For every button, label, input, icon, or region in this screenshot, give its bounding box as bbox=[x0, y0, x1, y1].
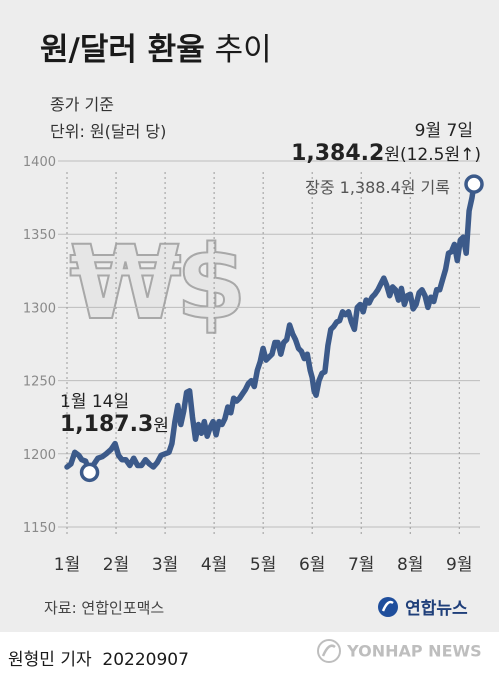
byline: 원형민 기자 20220907 bbox=[8, 650, 189, 670]
series-line bbox=[64, 181, 477, 476]
y-tick-label: 1150 bbox=[23, 521, 56, 536]
x-tick-label: 2월 bbox=[103, 555, 129, 575]
marker-layer bbox=[79, 174, 484, 483]
chart-title: 원/달러 환율 추이 bbox=[40, 24, 272, 69]
unit-note: 단위: 원(달러 당) bbox=[50, 122, 167, 141]
series-marker bbox=[79, 462, 100, 483]
start-value-label: 1,187.3원 bbox=[60, 411, 169, 437]
end-value: 1,384.2 bbox=[291, 141, 385, 166]
start-date-label: 1월 14일 bbox=[60, 392, 130, 412]
yonhap-logo-icon bbox=[378, 596, 398, 617]
yonhap-watermark: YONHAP NEWS bbox=[316, 638, 482, 664]
brand-name: 연합뉴스 bbox=[405, 599, 468, 619]
x-tick-label: 4월 bbox=[201, 555, 227, 575]
x-tick-label: 5월 bbox=[250, 555, 276, 575]
y-tick-label: 1250 bbox=[23, 375, 56, 390]
series-layer bbox=[64, 181, 477, 476]
y-tick-label: 1300 bbox=[23, 301, 56, 316]
y-tick-label: 1350 bbox=[23, 228, 56, 243]
basis-note: 종가 기준 bbox=[50, 95, 114, 114]
yonhap-watermark-icon bbox=[317, 639, 341, 663]
x-tick-label: 6월 bbox=[299, 555, 325, 575]
brand-logo: 연합뉴스 bbox=[376, 594, 468, 619]
chart-title-bold: 원/달러 환율 bbox=[40, 32, 205, 68]
x-tick-label: 8월 bbox=[397, 555, 423, 575]
exchange-rate-chart: ₩$ 1150 1200 1250 1300 1350 1400 1월 2월 3월 4월 5월 6월… bbox=[23, 155, 484, 575]
yonhap-watermark-text: YONHAP NEWS bbox=[347, 641, 482, 661]
end-value-unit: 원 bbox=[384, 145, 400, 165]
footer: 원형민 기자 20220907 YONHAP NEWS bbox=[0, 632, 499, 674]
chart-title-normal: 추이 bbox=[214, 32, 272, 68]
grid-layer bbox=[58, 160, 480, 535]
y-tick-label: 1200 bbox=[23, 448, 56, 463]
end-change: (12.5원↑) bbox=[399, 145, 481, 165]
won-dollar-watermark: ₩$ bbox=[69, 224, 241, 343]
start-value: 1,187.3 bbox=[60, 412, 154, 437]
chart-panel: ₩$ 1150 1200 1250 1300 1350 1400 1월 2월 3월 4월 5월 6월… bbox=[0, 0, 499, 632]
x-tick-label: 9월 bbox=[446, 555, 472, 575]
y-axis-ticks: 1150 1200 1250 1300 1350 1400 bbox=[23, 155, 56, 536]
intraday-note: 장중 1,388.4원 기록 bbox=[305, 178, 450, 197]
x-tick-label: 1월 bbox=[54, 555, 80, 575]
series-marker bbox=[464, 174, 484, 194]
start-value-unit: 원 bbox=[153, 416, 169, 436]
x-tick-label: 7월 bbox=[348, 555, 374, 575]
end-date-label: 9월 7일 bbox=[414, 121, 473, 141]
end-value-label: 1,384.2원(12.5원↑) bbox=[291, 140, 481, 166]
source-note: 자료: 연합인포맥스 bbox=[44, 599, 165, 617]
x-axis-ticks: 1월 2월 3월 4월 5월 6월 7월 8월 9월 bbox=[54, 555, 473, 575]
x-tick-label: 3월 bbox=[152, 555, 178, 575]
y-tick-label: 1400 bbox=[23, 155, 56, 170]
